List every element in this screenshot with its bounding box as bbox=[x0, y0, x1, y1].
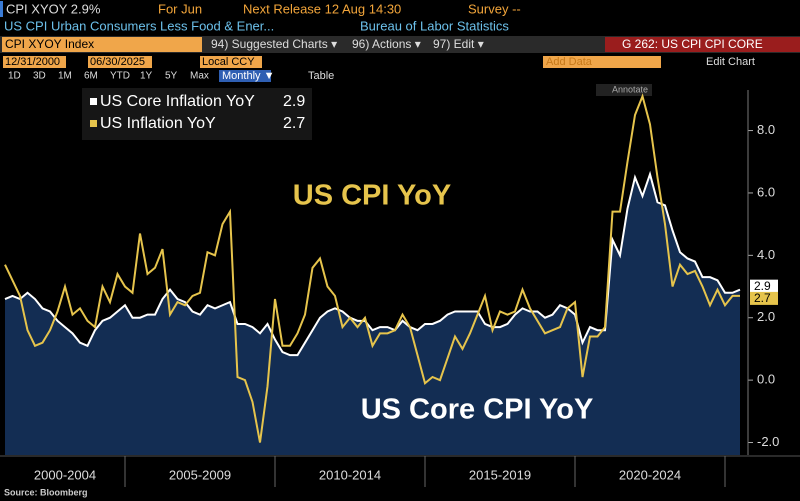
description: US CPI Urban Consumers Less Food & Ener.… bbox=[4, 18, 274, 33]
range-button[interactable]: 5Y bbox=[165, 71, 178, 82]
period: For Jun bbox=[158, 1, 202, 16]
legend-box bbox=[82, 88, 312, 140]
add-data[interactable]: Add Data bbox=[546, 56, 593, 68]
plot: -2.0 0.0 2.0 4.0 6.0 8.0 2000-2004 2005-2009 201… bbox=[0, 90, 800, 487]
last-value-label: 2.9 bbox=[754, 279, 771, 293]
x-band-label: 2020-2024 bbox=[619, 467, 681, 482]
last-value-tag bbox=[750, 279, 778, 293]
add-data-field[interactable] bbox=[543, 56, 661, 68]
x-band-label: 2005-2009 bbox=[169, 467, 231, 482]
range-button[interactable]: 1M bbox=[58, 71, 72, 82]
series-line bbox=[4, 170, 741, 357]
legend-label: US Core Inflation YoY bbox=[100, 93, 255, 110]
end-field[interactable] bbox=[88, 56, 152, 68]
legend-swatch bbox=[90, 98, 97, 105]
ccy-field[interactable] bbox=[200, 56, 262, 68]
legend-value: 2.7 bbox=[283, 115, 305, 132]
legend: US Core Inflation YoY 2.9 US Inflation Y… bbox=[82, 88, 312, 140]
release: Next Release 12 Aug 14:30 bbox=[243, 1, 401, 16]
edit-chart[interactable]: Edit Chart bbox=[706, 56, 755, 68]
legend-label: US Inflation YoY bbox=[100, 115, 216, 132]
y-tick-label: -2.0 bbox=[757, 434, 779, 449]
range-button[interactable]: Max bbox=[190, 71, 209, 82]
range-button[interactable]: 3D bbox=[33, 71, 46, 82]
toolbar: CPI XYOY Index 94) Suggested Charts ▾ 96… bbox=[0, 36, 800, 96]
annotation: US Core CPI YoY bbox=[361, 394, 594, 426]
start-date[interactable]: 12/31/2000 bbox=[5, 56, 60, 68]
frequency[interactable]: Monthly ▼ bbox=[222, 70, 274, 82]
y-tick-label: 0.0 bbox=[757, 372, 775, 387]
y-tick-label: 8.0 bbox=[757, 122, 775, 137]
suggested-button[interactable]: 94) Suggested Charts ▾ bbox=[211, 37, 337, 51]
page-bar bbox=[605, 37, 800, 52]
range-button[interactable]: 1Y bbox=[140, 71, 153, 82]
range-button[interactable]: 1D bbox=[8, 71, 21, 82]
range-button[interactable]: YTD bbox=[110, 71, 130, 82]
area-fill bbox=[5, 174, 740, 455]
annotate[interactable]: Annotate bbox=[612, 84, 648, 94]
survey: Survey -- bbox=[468, 1, 521, 16]
end-date[interactable]: 06/30/2025 bbox=[90, 56, 145, 68]
annotate-bg[interactable] bbox=[596, 84, 652, 96]
legend-value: 2.9 bbox=[283, 93, 305, 110]
series-line bbox=[4, 93, 740, 443]
security[interactable]: CPI XYOY Index bbox=[5, 37, 94, 51]
legend-swatch bbox=[90, 120, 97, 127]
range-button[interactable]: 6M bbox=[84, 71, 98, 82]
x-band-label: 2015-2019 bbox=[469, 467, 531, 482]
frequency-field[interactable] bbox=[219, 70, 271, 82]
range-buttons: 1D 3D 1M 6M YTD 1Y 5Y Max bbox=[8, 71, 209, 82]
marker bbox=[0, 1, 3, 17]
last-value-label: 2.7 bbox=[754, 291, 771, 305]
annotation: US CPI YoY bbox=[293, 180, 451, 212]
x-band-label: 2010-2014 bbox=[319, 467, 381, 482]
actions-button[interactable]: 96) Actions ▾ bbox=[352, 37, 421, 51]
ticker: CPI XYOY 2.9% bbox=[6, 1, 101, 16]
y-tick-label: 6.0 bbox=[757, 184, 775, 199]
page-title: G 262: US CPI CPI CORE bbox=[622, 37, 763, 51]
table-button[interactable]: Table bbox=[308, 70, 334, 82]
y-tick-label: 4.0 bbox=[757, 247, 775, 262]
source: Source: Bloomberg bbox=[4, 487, 88, 497]
x-band-label: 2000-2004 bbox=[34, 467, 96, 482]
last-value-tag bbox=[750, 291, 778, 305]
edit-button[interactable]: 97) Edit ▾ bbox=[433, 37, 484, 51]
security-field[interactable] bbox=[2, 37, 202, 52]
start-field[interactable] bbox=[3, 56, 66, 68]
agency: Bureau of Labor Statistics bbox=[360, 18, 509, 33]
header: CPI XYOY 2.9% For Jun Next Release 12 Au… bbox=[0, 1, 521, 33]
currency[interactable]: Local CCY bbox=[202, 56, 255, 68]
y-tick-label: 2.0 bbox=[757, 309, 775, 324]
